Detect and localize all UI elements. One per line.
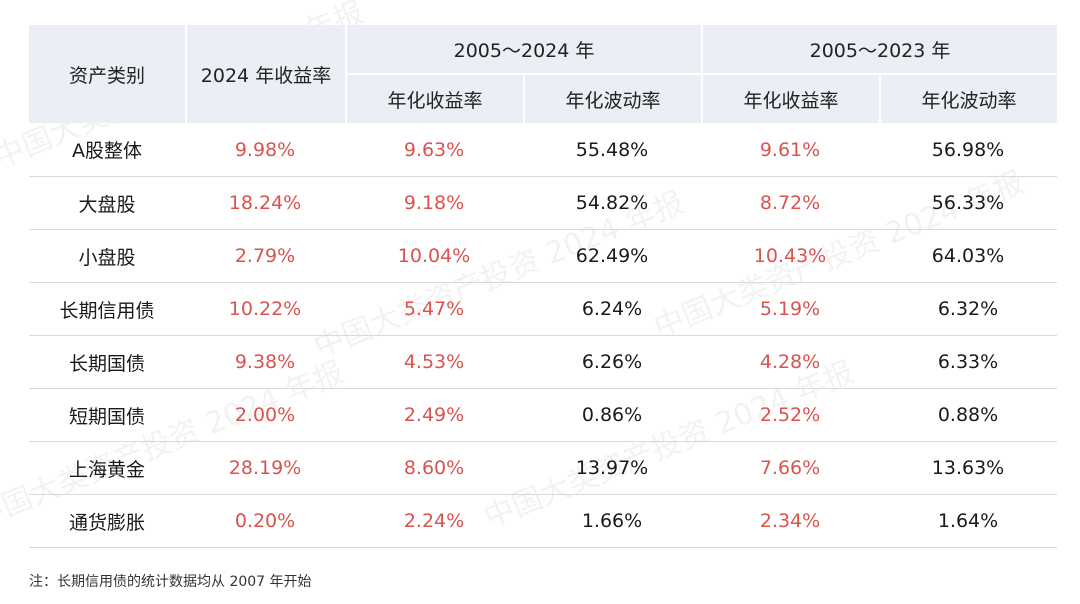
cell-return-2024: 2.79% [185,230,345,283]
cell-b-volatility: 1.64% [879,495,1057,548]
cell-asset-name: 小盘股 [29,230,185,283]
header-group-2005-2024: 2005～2024 年 [345,25,701,73]
cell-asset-name: 长期国债 [29,336,185,389]
cell-a-volatility: 13.97% [523,442,701,495]
table-row: 上海黄金 28.19% 8.60% 13.97% 7.66% 13.63% [29,442,1057,495]
cell-b-return: 8.72% [701,177,879,230]
cell-return-2024: 10.22% [185,283,345,336]
cell-asset-name: 长期信用债 [29,283,185,336]
table-row: 长期国债 9.38% 4.53% 6.26% 4.28% 6.33% [29,336,1057,389]
cell-b-volatility: 56.33% [879,177,1057,230]
asset-returns-table: 资产类别 2024 年收益率 2005～2024 年 2005～2023 年 年… [29,25,1057,548]
table-row: 大盘股 18.24% 9.18% 54.82% 8.72% 56.33% [29,177,1057,230]
cell-b-volatility: 0.88% [879,389,1057,442]
cell-a-return: 5.47% [345,283,523,336]
cell-b-volatility: 13.63% [879,442,1057,495]
header-a-annual-return: 年化收益率 [345,73,523,123]
cell-a-return: 9.63% [345,123,523,177]
cell-return-2024: 0.20% [185,495,345,548]
cell-b-return: 5.19% [701,283,879,336]
header-asset-class: 资产类别 [29,25,185,123]
cell-return-2024: 9.38% [185,336,345,389]
table-row: 小盘股 2.79% 10.04% 62.49% 10.43% 64.03% [29,230,1057,283]
cell-a-volatility: 6.24% [523,283,701,336]
cell-a-volatility: 6.26% [523,336,701,389]
cell-asset-name: 短期国债 [29,389,185,442]
cell-b-return: 2.52% [701,389,879,442]
cell-b-return: 4.28% [701,336,879,389]
header-a-annual-volatility: 年化波动率 [523,73,701,123]
cell-asset-name: 上海黄金 [29,442,185,495]
footnote: 注：长期信用债的统计数据均从 2007 年开始 [29,574,312,590]
cell-a-volatility: 1.66% [523,495,701,548]
table-header: 资产类别 2024 年收益率 2005～2024 年 2005～2023 年 年… [29,25,1057,123]
cell-a-return: 8.60% [345,442,523,495]
table-row: 通货膨胀 0.20% 2.24% 1.66% 2.34% 1.64% [29,495,1057,548]
cell-a-volatility: 55.48% [523,123,701,177]
cell-b-volatility: 6.33% [879,336,1057,389]
cell-a-return: 9.18% [345,177,523,230]
cell-a-return: 10.04% [345,230,523,283]
cell-return-2024: 28.19% [185,442,345,495]
cell-a-return: 2.49% [345,389,523,442]
cell-return-2024: 18.24% [185,177,345,230]
cell-asset-name: 大盘股 [29,177,185,230]
cell-b-return: 2.34% [701,495,879,548]
table-row: A股整体 9.98% 9.63% 55.48% 9.61% 56.98% [29,123,1057,177]
cell-b-volatility: 6.32% [879,283,1057,336]
cell-b-volatility: 56.98% [879,123,1057,177]
cell-b-return: 7.66% [701,442,879,495]
table-body: A股整体 9.98% 9.63% 55.48% 9.61% 56.98% 大盘股… [29,123,1057,548]
cell-return-2024: 2.00% [185,389,345,442]
cell-asset-name: A股整体 [29,123,185,177]
cell-b-return: 10.43% [701,230,879,283]
cell-a-volatility: 54.82% [523,177,701,230]
cell-a-volatility: 0.86% [523,389,701,442]
cell-b-volatility: 64.03% [879,230,1057,283]
cell-return-2024: 9.98% [185,123,345,177]
cell-asset-name: 通货膨胀 [29,495,185,548]
header-b-annual-volatility: 年化波动率 [879,73,1057,123]
table-row: 长期信用债 10.22% 5.47% 6.24% 5.19% 6.32% [29,283,1057,336]
header-return-2024: 2024 年收益率 [185,25,345,123]
header-b-annual-return: 年化收益率 [701,73,879,123]
cell-b-return: 9.61% [701,123,879,177]
data-table-container: 资产类别 2024 年收益率 2005～2024 年 2005～2023 年 年… [29,25,1057,548]
cell-a-return: 2.24% [345,495,523,548]
cell-a-return: 4.53% [345,336,523,389]
header-group-2005-2023: 2005～2023 年 [701,25,1057,73]
table-row: 短期国债 2.00% 2.49% 0.86% 2.52% 0.88% [29,389,1057,442]
cell-a-volatility: 62.49% [523,230,701,283]
